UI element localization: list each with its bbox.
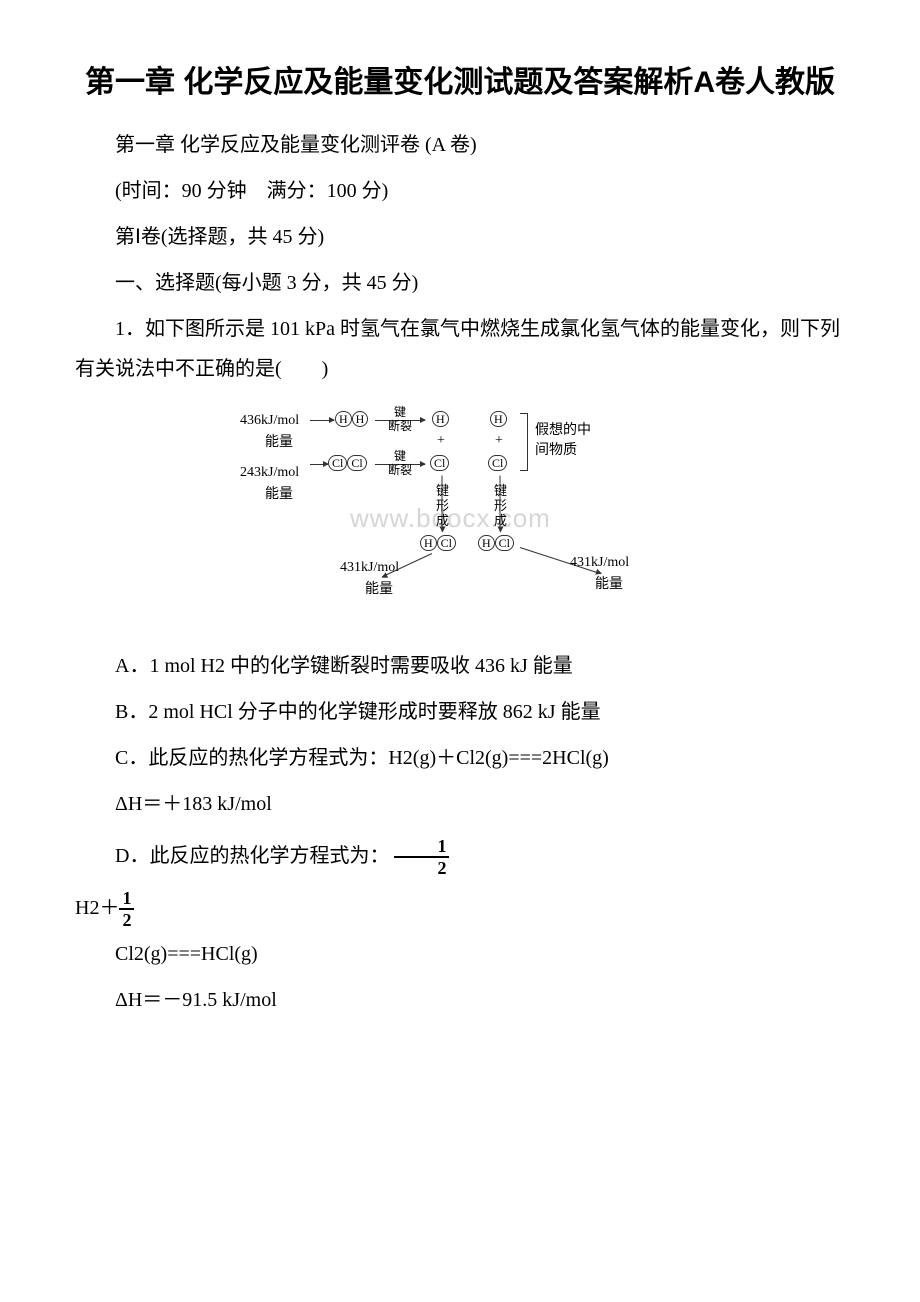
- option-d-line1: D．此反应的热化学方程式为： 12: [75, 830, 845, 882]
- intermediate-label-2: 间物质: [535, 439, 577, 459]
- atom-cl: Cl: [328, 455, 347, 471]
- intermediate-label-1: 假想的中: [535, 419, 591, 439]
- atom-cl-1: Cl: [430, 455, 449, 472]
- atom-h-2: H: [490, 411, 507, 428]
- section-1-header: 一、选择题(每小题 3 分，共 45 分): [75, 263, 845, 303]
- molecule-hcl-2: HCl: [478, 535, 514, 552]
- energy-diagram: www.bdocx.com 436kJ/mol 能量 HH 键 断裂 H H +…: [210, 405, 710, 625]
- option-d-line2: H2＋12: [75, 882, 845, 934]
- fraction-2: 12: [119, 889, 134, 929]
- atom-h-1: H: [432, 411, 449, 428]
- time-score: (时间：90 分钟 满分：100 分): [75, 171, 845, 211]
- option-c-line1: C．此反应的热化学方程式为：H2(g)＋Cl2(g)===2HCl(g): [75, 738, 845, 778]
- atom-cl-2: Cl: [488, 455, 507, 472]
- energy-hh-value: 436kJ/mol: [240, 413, 299, 429]
- diagram-container: www.bdocx.com 436kJ/mol 能量 HH 键 断裂 H H +…: [75, 405, 845, 630]
- energy-clcl-value: 243kJ/mol: [240, 465, 299, 481]
- energy-hh-label: 能量: [265, 431, 293, 451]
- label-break2-hh: 断裂: [388, 417, 412, 434]
- watermark-text: www.bdocx.com: [350, 503, 551, 534]
- arrow-form-2: [500, 476, 501, 532]
- option-d-prefix: D．此反应的热化学方程式为：: [115, 845, 389, 867]
- option-a: A．1 mol H2 中的化学键断裂时需要吸收 436 kJ 能量: [75, 646, 845, 686]
- energy-hcl-left-label: 能量: [365, 578, 393, 598]
- option-d-line4: ΔH＝－91.5 kJ/mol: [75, 980, 845, 1020]
- atom-h: H: [352, 411, 369, 427]
- fraction-1: 12: [394, 837, 449, 877]
- option-b: B．2 mol HCl 分子中的化学键形成时要释放 862 kJ 能量: [75, 692, 845, 732]
- energy-clcl-label: 能量: [265, 483, 293, 503]
- question-1-stem: 1．如下图所示是 101 kPa 时氢气在氯气中燃烧生成氯化氢气体的能量变化，则…: [75, 309, 845, 389]
- part-1-header: 第Ⅰ卷(选择题，共 45 分): [75, 217, 845, 257]
- arrow-clcl-break: [310, 464, 328, 465]
- option-c-line2: ΔH＝＋183 kJ/mol: [75, 784, 845, 824]
- page-title: 第一章 化学反应及能量变化测试题及答案解析A卷人教版: [75, 60, 845, 105]
- option-d-line3: Cl2(g)===HCl(g): [75, 934, 845, 974]
- atom-cl: Cl: [347, 455, 366, 471]
- bracket-intermediate: [520, 413, 528, 471]
- arrow-hh-break: [310, 420, 334, 421]
- arrow-form-1: [442, 476, 443, 532]
- plus-1: +: [437, 433, 445, 449]
- energy-hcl-right-value: 431kJ/mol: [570, 555, 629, 571]
- atom-h: H: [335, 411, 352, 427]
- energy-hcl-left-value: 431kJ/mol: [340, 560, 399, 576]
- molecule-hcl-1: HCl: [420, 535, 456, 552]
- energy-hcl-right-label: 能量: [595, 573, 623, 593]
- label-break2-clcl: 断裂: [388, 461, 412, 478]
- molecule-clcl: ClCl: [328, 455, 367, 472]
- subtitle: 第一章 化学反应及能量变化测评卷 (A 卷): [75, 125, 845, 165]
- molecule-hh: HH: [335, 411, 368, 428]
- option-d-h2: H2＋: [75, 897, 119, 919]
- plus-2: +: [495, 433, 503, 449]
